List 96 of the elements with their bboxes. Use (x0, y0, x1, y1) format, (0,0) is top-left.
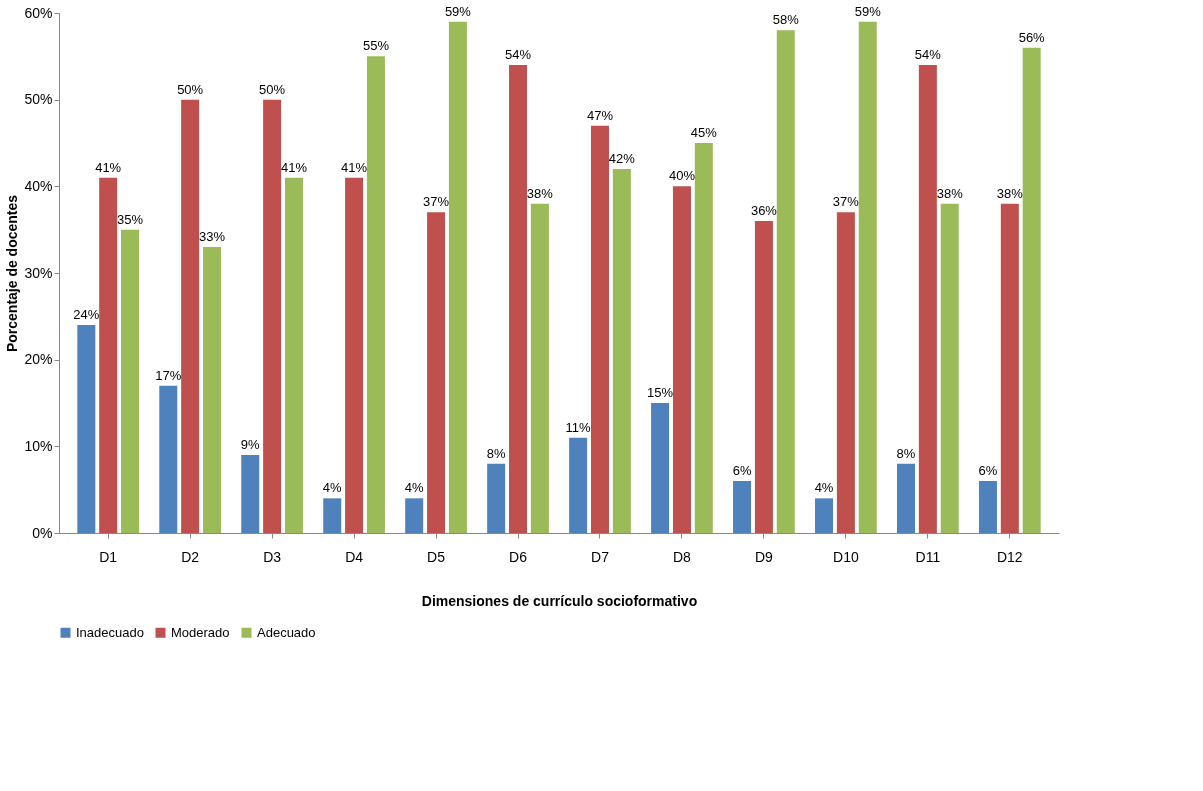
y-tick-label: 20% (24, 351, 53, 368)
bar (694, 143, 713, 533)
data-label: 8% (896, 445, 916, 461)
bar (815, 498, 834, 533)
bar (896, 463, 915, 533)
y-tick-label: 40% (24, 177, 53, 194)
data-label: 37% (423, 194, 450, 210)
data-label: 11% (565, 419, 592, 435)
data-label: 6% (978, 463, 998, 478)
data-label: 9% (240, 437, 261, 452)
x-tick-label: D5 (427, 548, 446, 565)
legend-label: Adecuado (257, 624, 316, 640)
y-tick-label: 60% (24, 4, 53, 21)
data-label: 56% (1018, 29, 1046, 45)
bar (978, 481, 997, 533)
bar (858, 21, 877, 533)
bar (940, 203, 959, 533)
bar (651, 403, 670, 533)
bar (241, 455, 260, 533)
bar (530, 203, 549, 533)
data-label: 45% (690, 125, 718, 140)
data-label: 4% (814, 480, 834, 496)
legend-label: Inadecuado (76, 624, 144, 640)
data-label: 17% (155, 367, 182, 383)
bar (1022, 47, 1041, 533)
x-tick-label: D4 (345, 548, 364, 565)
bar (181, 99, 200, 533)
data-label: 38% (936, 185, 964, 201)
data-label: 38% (996, 185, 1024, 201)
x-tick-label: D7 (591, 548, 610, 565)
data-label: 47% (586, 107, 614, 123)
data-label: 59% (444, 3, 472, 19)
bar (448, 21, 467, 533)
bar (323, 498, 342, 533)
x-tick-label: D6 (509, 548, 528, 565)
data-label: 40% (668, 168, 696, 184)
y-axis-title: Porcentaje de docentes (4, 194, 21, 353)
bar (754, 221, 773, 533)
data-label: 59% (854, 3, 882, 19)
x-tick-label: D8 (673, 548, 692, 565)
bar (918, 65, 937, 533)
bar (263, 99, 282, 533)
bar (366, 56, 385, 533)
bar (509, 65, 528, 533)
bar (836, 212, 855, 533)
data-label: 37% (832, 194, 860, 210)
x-tick-label: D11 (915, 548, 941, 565)
x-tick-label: D1 (99, 548, 118, 565)
data-label: 55% (362, 38, 390, 54)
bar (284, 177, 303, 533)
bar (345, 177, 364, 533)
data-label: 24% (73, 307, 100, 322)
bar (776, 30, 795, 533)
data-label: 41% (280, 159, 308, 175)
bar (612, 169, 631, 533)
bar (427, 212, 446, 533)
bar (77, 325, 96, 533)
data-label: 42% (608, 151, 636, 166)
data-label: 4% (322, 480, 343, 496)
data-label: 58% (772, 12, 800, 28)
data-label: 54% (914, 47, 942, 62)
data-label: 38% (526, 185, 554, 201)
bar (1000, 203, 1019, 533)
data-label: 4% (404, 480, 425, 496)
data-label: 36% (750, 203, 778, 218)
bar (121, 229, 140, 533)
bar (487, 463, 506, 533)
data-label: 41% (341, 159, 368, 175)
x-tick-label: D2 (181, 548, 200, 565)
y-tick-label: 0% (32, 524, 53, 541)
bar (203, 247, 222, 533)
data-label: 54% (505, 47, 532, 62)
x-tick-label: D9 (754, 548, 774, 565)
y-tick-label: 30% (24, 264, 53, 281)
bar (590, 125, 609, 533)
data-label: 50% (259, 81, 286, 97)
data-label: 15% (647, 385, 674, 400)
bar (405, 498, 424, 533)
bar (159, 385, 178, 533)
bar (569, 437, 588, 533)
x-axis-title: Dimensiones de currículo socioformativo (421, 592, 698, 609)
y-tick-label: 50% (24, 91, 53, 108)
data-label: 6% (732, 463, 752, 478)
bar (99, 177, 118, 533)
y-tick-label: 10% (24, 437, 53, 454)
data-label: 41% (95, 159, 122, 175)
data-label: 50% (177, 81, 204, 97)
bar (733, 481, 752, 533)
data-label: 8% (486, 445, 506, 461)
x-tick-label: D3 (263, 548, 282, 565)
bar (672, 186, 691, 533)
data-label: 33% (198, 229, 226, 244)
legend-label: Moderado (171, 624, 230, 640)
x-tick-label: D10 (833, 548, 859, 565)
x-tick-label: D12 (996, 548, 1023, 565)
data-label: 35% (117, 211, 144, 227)
